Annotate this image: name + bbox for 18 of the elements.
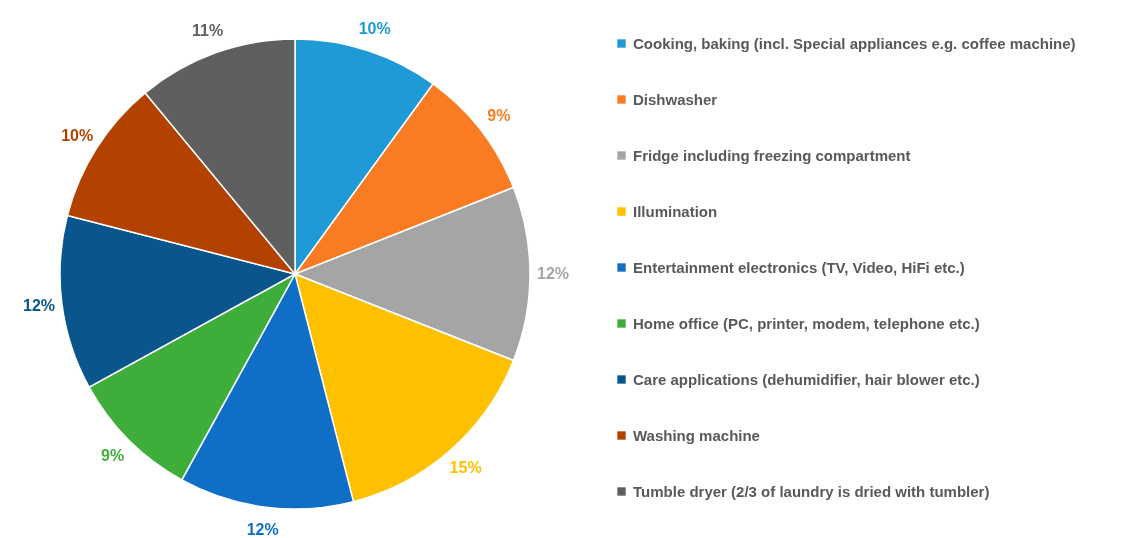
data-label: 10% (358, 19, 391, 37)
data-label: 11% (192, 22, 224, 40)
legend-label: Dishwasher (633, 90, 718, 108)
data-label: 9% (487, 106, 511, 124)
legend-label: Cooking, baking (incl. Special appliances e.g. coffee machine) (633, 34, 1076, 52)
legend-label: Illumination (633, 202, 718, 220)
data-label: 9% (101, 447, 125, 465)
legend-label: Entertainment electronics (TV, Video, HiFi etc.) (633, 258, 965, 276)
legend-label: Washing machine (633, 426, 760, 444)
data-label: 10% (61, 126, 94, 144)
data-label: 15% (449, 458, 482, 476)
legend-label: Home office (PC, printer, modem, telephone etc.) (633, 314, 980, 332)
data-label: 12% (23, 297, 56, 315)
legend-label: Care applications (dehumidifier, hair blower etc.) (633, 370, 980, 388)
data-label: 12% (246, 520, 279, 538)
legend-label: Fridge including freezing compartment (633, 146, 911, 164)
data-label: 12% (536, 265, 570, 282)
legend-label: Tumble dryer (2/3 of laundry is dried with tumbler) (633, 482, 990, 500)
